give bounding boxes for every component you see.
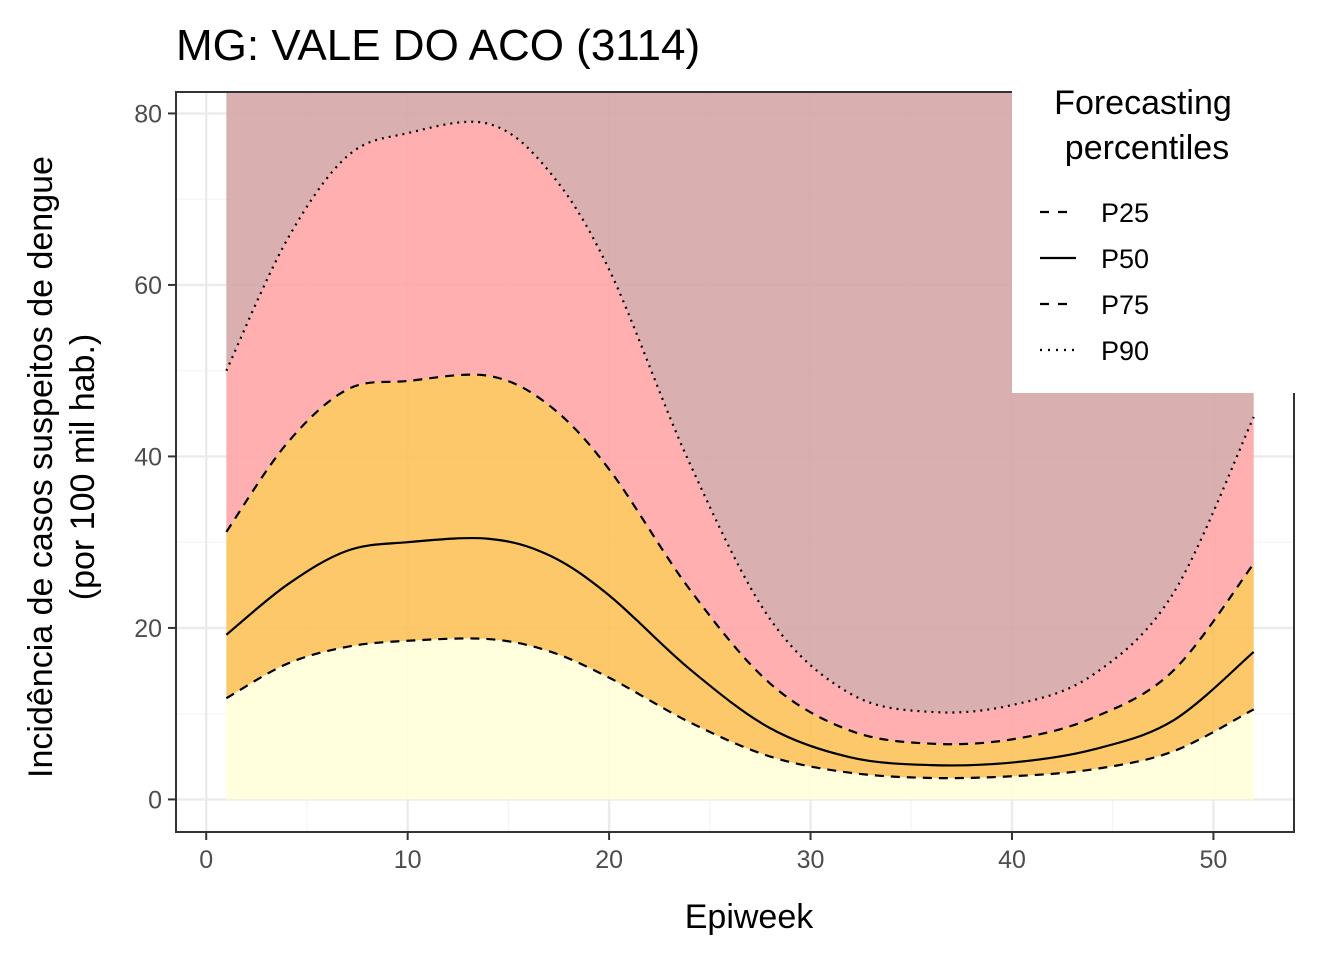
legend-label-p75: P75	[1101, 290, 1149, 320]
series-line-p25	[225, 637, 1255, 780]
x-tick-label: 10	[394, 846, 422, 874]
legend-background	[1012, 78, 1312, 393]
x-tick-label: 40	[998, 846, 1026, 874]
y-tick-label: 40	[134, 443, 162, 471]
legend-label-p25: P25	[1101, 198, 1149, 228]
x-tick-label: 0	[199, 846, 213, 874]
x-axis-title: Epiweek	[685, 898, 815, 936]
x-tick-label: 20	[595, 846, 623, 874]
legend-title-line-2: percentiles	[1065, 129, 1229, 167]
x-tick-label: 50	[1200, 846, 1228, 874]
legend-title-line-1: Forecasting	[1054, 84, 1232, 122]
legend-label-p50: P50	[1101, 244, 1149, 274]
band-1	[226, 374, 1254, 779]
y-tick-label: 20	[134, 615, 162, 643]
y-tick-label: 0	[148, 786, 162, 814]
panel-border	[175, 91, 1295, 833]
y-tick-label: 60	[134, 272, 162, 300]
y-axis-title-line-1: Incidência de casos suspeitos de dengue	[22, 156, 60, 778]
series-line-p90	[225, 120, 1255, 714]
x-tick-label: 30	[797, 846, 825, 874]
series-line-p50	[225, 536, 1255, 767]
legend: Forecasting percentiles P25 P50 P75 P90	[1012, 78, 1312, 393]
series-line-p75	[225, 373, 1255, 746]
y-axis-title: Incidência de casos suspeitos de dengue …	[22, 156, 102, 778]
band-2	[226, 121, 1254, 745]
legend-label-p90: P90	[1101, 336, 1149, 366]
y-tick-label: 80	[134, 100, 162, 128]
legend-entries: P25 P50 P75 P90	[1040, 198, 1149, 366]
band-3	[226, 92, 1254, 713]
y-axis-title-line-2: (por 100 mil hab.)	[64, 334, 102, 600]
band-0	[226, 638, 1254, 800]
axes: 0 10 20 30 40 50 0 20 40 60 80	[134, 100, 1227, 874]
chart-title: MG: VALE DO ACO (3114)	[176, 21, 700, 70]
